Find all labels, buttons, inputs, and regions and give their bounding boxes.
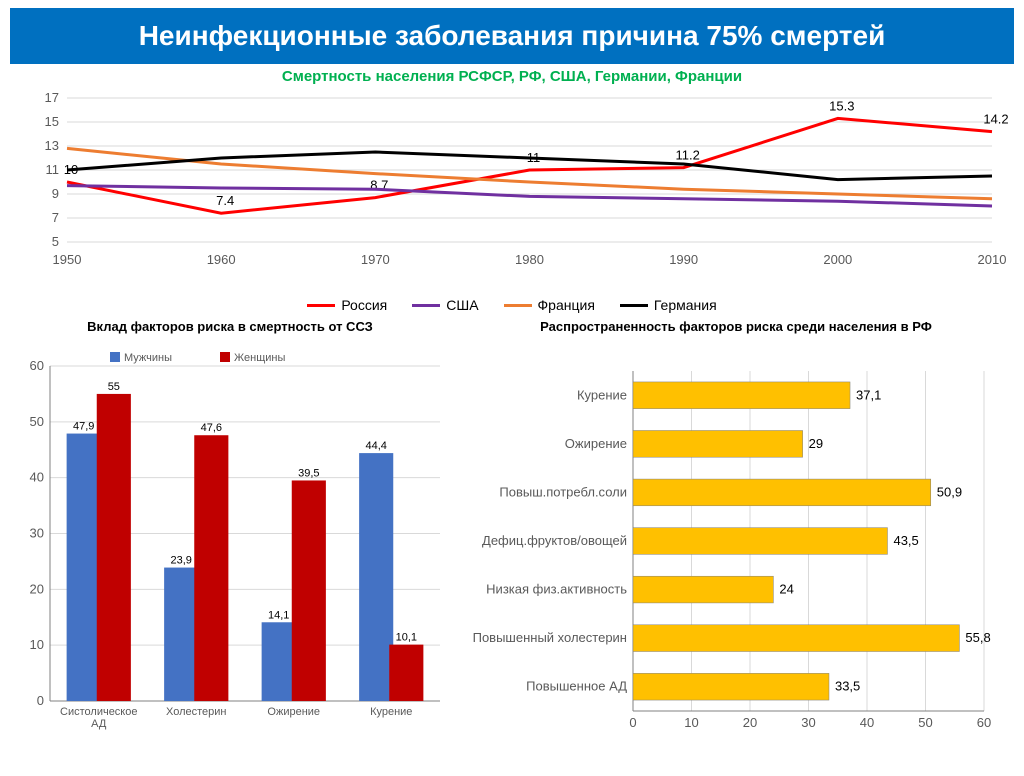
svg-text:47,9: 47,9 (73, 421, 94, 433)
svg-text:2010: 2010 (978, 252, 1007, 267)
svg-text:44,4: 44,4 (365, 440, 386, 452)
grouped-bar-chart: Вклад факторов риска в смертность от ССЗ… (10, 313, 450, 753)
grouped-bar-title: Вклад факторов риска в смертность от ССЗ (10, 313, 450, 336)
svg-text:30: 30 (30, 526, 44, 541)
svg-text:Холестерин: Холестерин (166, 706, 227, 718)
svg-text:50: 50 (918, 715, 932, 730)
svg-text:15: 15 (45, 114, 59, 129)
svg-text:11.2: 11.2 (675, 148, 699, 163)
grouped-bar-svg: 0 10 20 30 40 50 60 47,9 55 СистолическоеАД 23,9 47… (10, 336, 450, 741)
legend-label: США (446, 297, 478, 313)
svg-text:Повышенное АД: Повышенное АД (526, 679, 627, 694)
legend-item: США (412, 297, 478, 313)
horizontal-bar-svg: 0 10 20 30 40 50 60 Курение 37,1 Ожирение 29 Повыш.… (458, 336, 1014, 741)
svg-text:Мужчины: Мужчины (124, 352, 172, 364)
svg-text:47,6: 47,6 (201, 422, 222, 434)
horizontal-bar-title: Распространенность факторов риска среди … (458, 313, 1014, 336)
svg-text:1990: 1990 (669, 252, 698, 267)
svg-text:55: 55 (108, 381, 120, 393)
svg-text:24: 24 (779, 582, 793, 597)
svg-text:Повышенный холестерин: Повышенный холестерин (473, 630, 627, 645)
svg-text:43,5: 43,5 (893, 533, 918, 548)
svg-text:50,9: 50,9 (937, 484, 962, 499)
svg-text:39,5: 39,5 (298, 467, 319, 479)
legend-label: Германия (654, 297, 717, 313)
svg-text:7.4: 7.4 (216, 193, 234, 208)
svg-text:13: 13 (45, 138, 59, 153)
svg-text:30: 30 (801, 715, 815, 730)
svg-text:5: 5 (52, 234, 59, 249)
svg-text:11: 11 (46, 162, 60, 177)
svg-text:29: 29 (809, 436, 823, 451)
legend-swatch (412, 304, 440, 307)
svg-text:50: 50 (30, 414, 44, 429)
svg-text:10: 10 (30, 637, 44, 652)
line-chart-subtitle: Смертность населения РСФСР, РФ, США, Гер… (12, 68, 1012, 85)
legend-swatch (620, 304, 648, 307)
svg-text:17: 17 (45, 90, 59, 105)
svg-text:1950: 1950 (53, 252, 82, 267)
slide-title: Неинфекционные заболевания причина 75% с… (10, 8, 1014, 64)
svg-text:0: 0 (37, 693, 44, 708)
svg-text:15.3: 15.3 (829, 98, 854, 113)
legend-swatch (504, 304, 532, 307)
svg-text:1960: 1960 (207, 252, 236, 267)
svg-text:10: 10 (684, 715, 698, 730)
svg-text:2000: 2000 (823, 252, 852, 267)
legend-swatch (307, 304, 335, 307)
svg-text:9: 9 (52, 186, 59, 201)
svg-text:14.2: 14.2 (983, 112, 1008, 127)
horizontal-bar-chart: Распространенность факторов риска среди … (458, 313, 1014, 753)
svg-text:37,1: 37,1 (856, 387, 881, 402)
legend-label: Россия (341, 297, 387, 313)
svg-text:Ожирение: Ожирение (267, 706, 320, 718)
svg-text:20: 20 (30, 581, 44, 596)
svg-text:40: 40 (30, 470, 44, 485)
svg-text:1970: 1970 (361, 252, 390, 267)
svg-text:10,1: 10,1 (396, 632, 417, 644)
legend-item: Россия (307, 297, 387, 313)
svg-text:23,9: 23,9 (170, 555, 191, 567)
svg-text:Систолическое: Систолическое (60, 706, 137, 718)
svg-text:7: 7 (52, 210, 59, 225)
svg-text:Курение: Курение (577, 387, 627, 402)
line-chart-svg: 5 7 9 11 13 15 17 1950 1960 1970 1980 1990 2000 2010 1… (12, 90, 1012, 270)
line-chart-legend: Россия США Франция Германия (12, 297, 1012, 313)
svg-text:Женщины: Женщины (234, 352, 285, 364)
svg-text:Ожирение: Ожирение (565, 436, 627, 451)
legend-label: Франция (538, 297, 595, 313)
svg-text:60: 60 (30, 358, 44, 373)
svg-text:0: 0 (629, 715, 636, 730)
svg-text:14,1: 14,1 (268, 609, 289, 621)
svg-text:55,8: 55,8 (965, 630, 990, 645)
legend-item: Франция (504, 297, 595, 313)
svg-text:АД: АД (91, 718, 107, 730)
svg-text:Курение: Курение (370, 706, 412, 718)
line-chart: Смертность населения РСФСР, РФ, США, Гер… (12, 68, 1012, 313)
svg-text:40: 40 (860, 715, 874, 730)
svg-text:33,5: 33,5 (835, 679, 860, 694)
svg-text:20: 20 (743, 715, 757, 730)
svg-text:Повыш.потребл.соли: Повыш.потребл.соли (499, 484, 627, 499)
svg-text:Дефиц.фруктов/овощей: Дефиц.фруктов/овощей (482, 533, 627, 548)
svg-text:Низкая физ.активность: Низкая физ.активность (486, 582, 627, 597)
legend-item: Германия (620, 297, 717, 313)
svg-text:1980: 1980 (515, 252, 544, 267)
svg-text:60: 60 (977, 715, 991, 730)
